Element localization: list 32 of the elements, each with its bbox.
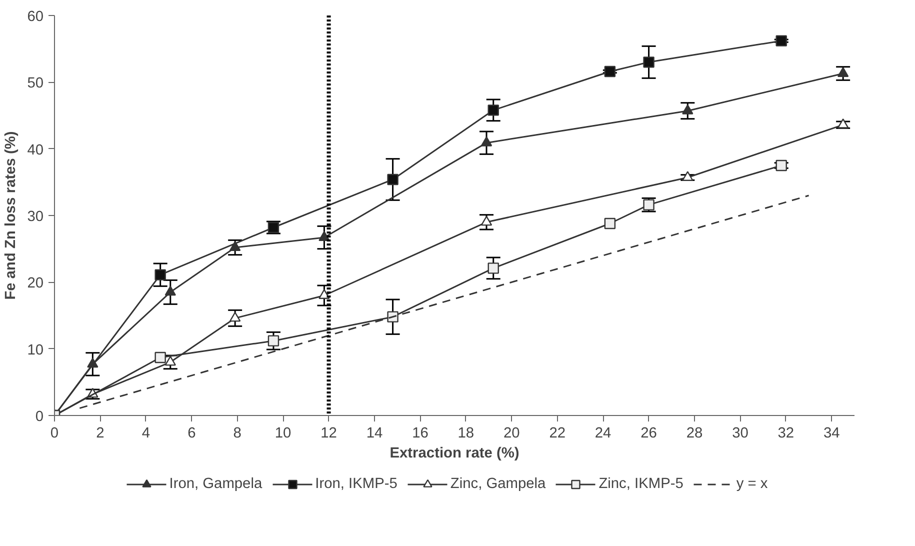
- legend-label: y = x: [736, 476, 768, 492]
- x-tick-label: 2: [96, 426, 104, 442]
- x-tick-label: 6: [188, 426, 196, 442]
- x-tick-label: 0: [50, 426, 59, 442]
- legend-label: Iron, Gampela: [169, 476, 262, 492]
- x-tick-label: 10: [274, 426, 292, 442]
- x-tick-label: 20: [503, 426, 520, 442]
- x-tick-label: 18: [458, 426, 474, 442]
- legend-label: Iron, IKMP-5: [315, 476, 398, 492]
- y-tick-label: 10: [27, 342, 44, 358]
- y-axis-title: Fe and Zn loss rates (%): [3, 131, 20, 300]
- y-tick-label: 0: [35, 409, 44, 425]
- x-axis-title: Extraction rate (%): [390, 446, 520, 462]
- x-tick-label: 28: [686, 426, 703, 442]
- legend-label: Zinc, Gampela: [450, 476, 546, 492]
- y-tick-label: 60: [27, 9, 44, 25]
- x-tick-label: 14: [366, 426, 383, 442]
- x-tick-label: 26: [640, 426, 657, 442]
- x-tick-label: 22: [549, 426, 566, 442]
- x-tick-label: 16: [412, 426, 428, 442]
- x-tick-label: 24: [594, 426, 612, 442]
- y-tick-label: 20: [27, 276, 44, 292]
- y-tick-label: 50: [27, 76, 44, 92]
- x-tick-label: 8: [233, 426, 242, 442]
- y-tick-label: 40: [27, 142, 44, 158]
- x-tick-label: 4: [142, 426, 150, 442]
- y-tick-label: 30: [27, 209, 44, 225]
- x-tick-label: 34: [823, 426, 840, 442]
- x-tick-label: 30: [732, 426, 748, 442]
- legend-label: Zinc, IKMP-5: [598, 476, 684, 492]
- x-tick-label: 32: [778, 426, 794, 442]
- x-tick-label: 12: [320, 426, 337, 442]
